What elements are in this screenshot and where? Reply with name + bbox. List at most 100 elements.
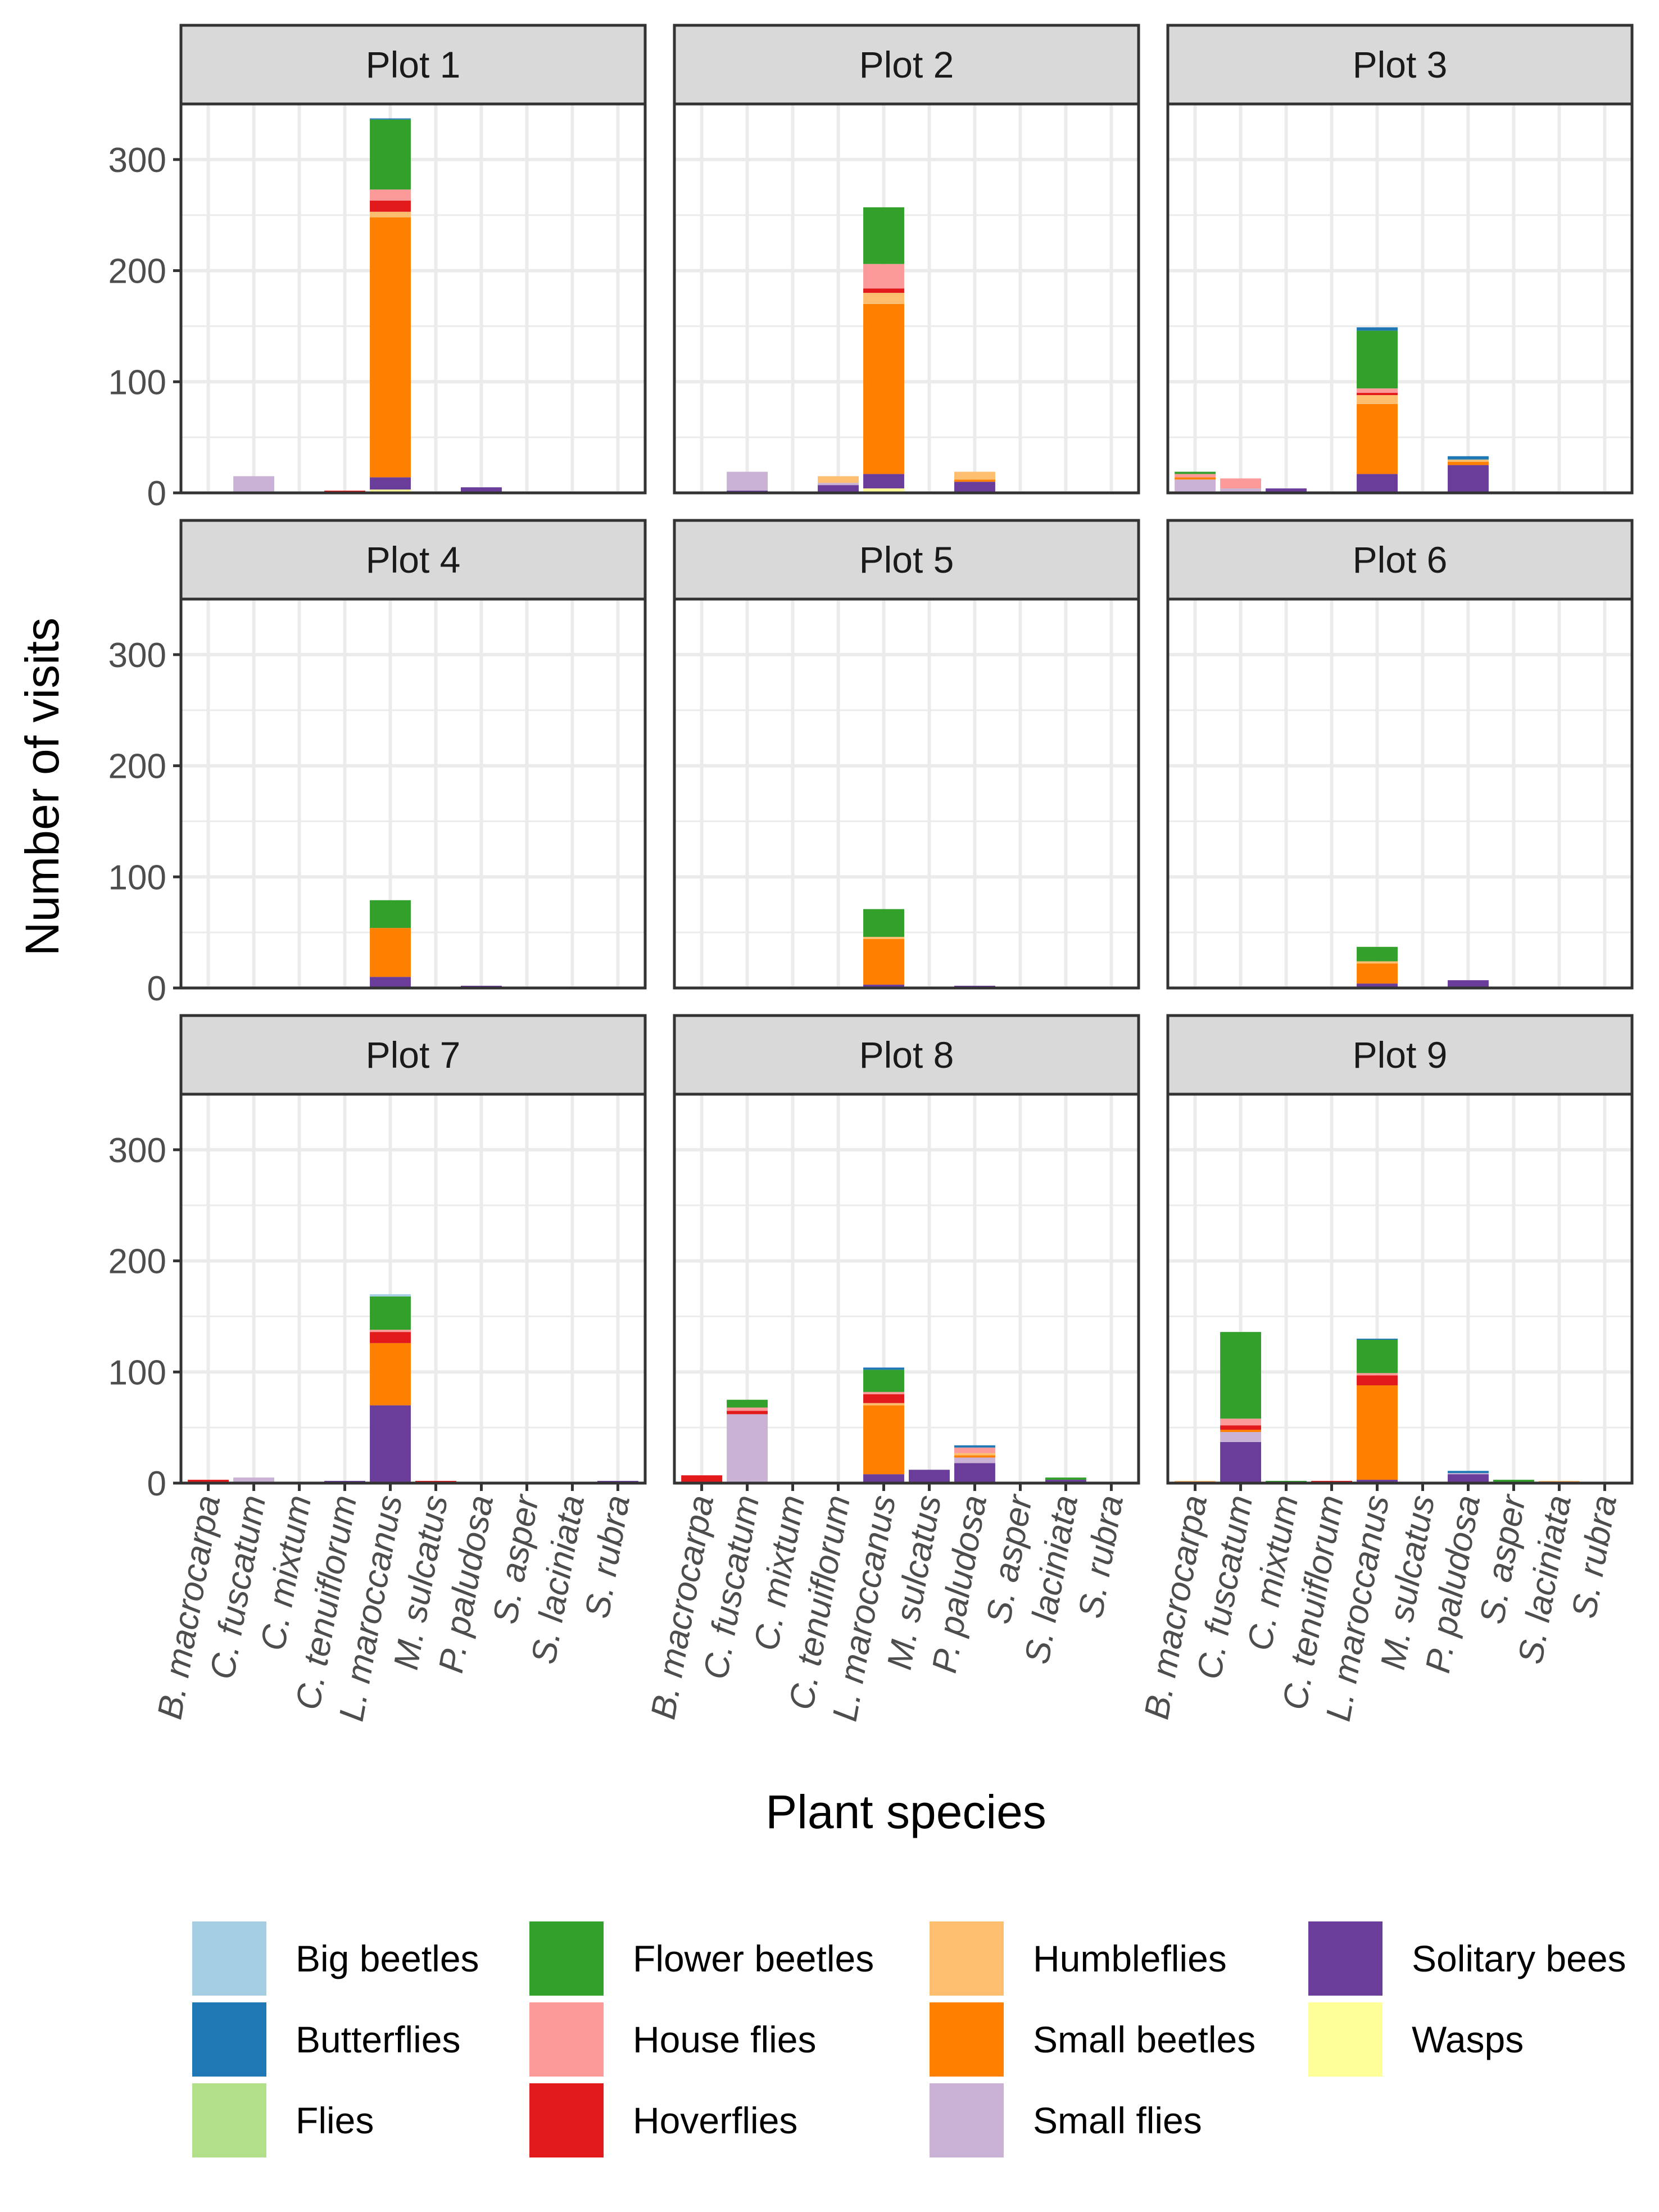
bar-segment — [1175, 479, 1216, 493]
legend-label: Solitary bees — [1412, 1938, 1626, 1979]
y-tick-label: 100 — [108, 1353, 166, 1392]
bar-segment — [1357, 946, 1398, 962]
y-tick-label: 200 — [108, 1243, 166, 1281]
legend-swatch — [930, 2083, 1004, 2157]
bar-segment — [1175, 474, 1216, 478]
bar-segment — [1045, 1477, 1086, 1480]
bar-segment — [1448, 456, 1489, 460]
y-tick-label: 300 — [108, 1131, 166, 1170]
legend-label: Big beetles — [296, 1938, 479, 1979]
facet-strip — [673, 24, 1140, 106]
plot-background — [1168, 599, 1632, 988]
bar-segment — [1220, 488, 1262, 493]
bar-segment — [818, 476, 859, 483]
bar-segment — [954, 1457, 995, 1463]
bar-segment — [1357, 961, 1398, 964]
bar-segment — [370, 118, 411, 120]
bar-segment — [863, 1403, 904, 1406]
facet-strip-label: Plot 5 — [859, 539, 954, 581]
bar-segment — [818, 483, 859, 486]
bar-segment — [863, 1367, 904, 1370]
legend-swatch — [529, 2002, 604, 2077]
legend-swatch — [930, 2002, 1004, 2077]
bar-segment — [1357, 1338, 1398, 1340]
facet-strip — [1166, 519, 1634, 601]
legend-label: Humbleflies — [1033, 1938, 1227, 1979]
bar-segment — [233, 1477, 275, 1483]
plot-background — [674, 104, 1139, 493]
bar-segment — [1357, 963, 1398, 984]
plot-background — [181, 1094, 645, 1483]
x-axis-title: Plant species — [765, 1785, 1046, 1838]
facet-panel: Plot 4 0 100 200 300 — [108, 519, 647, 1008]
bar-segment — [863, 264, 904, 289]
bar-segment — [370, 189, 411, 201]
plot-background — [181, 599, 645, 988]
bar-segment — [370, 1330, 411, 1332]
legend-item: Flies — [192, 2083, 374, 2157]
bar-segment — [1357, 1480, 1398, 1483]
bar-segment — [1357, 1375, 1398, 1386]
bar-segment — [1175, 472, 1216, 474]
facet-strip-label: Plot 6 — [1353, 539, 1448, 581]
y-tick-label: 0 — [147, 1465, 166, 1503]
bar-segment — [954, 1445, 995, 1448]
facet-strip — [179, 1014, 647, 1096]
legend-label: Butterflies — [296, 2019, 460, 2060]
panel-border — [1166, 1093, 1634, 1485]
legend-swatch — [192, 1921, 266, 1996]
facet-strip-label: Plot 1 — [366, 44, 461, 85]
bar-segment — [1220, 478, 1262, 489]
facet-panel: Plot 1 0 100 200 300 — [108, 24, 647, 513]
bar-segment — [1357, 474, 1398, 493]
y-tick-label: 200 — [108, 252, 166, 291]
bar-segment — [1357, 1339, 1398, 1374]
bar-segment — [863, 474, 904, 489]
facet-strip-label: Plot 8 — [859, 1034, 954, 1076]
bar-segment — [1357, 404, 1398, 474]
bar-segment — [1357, 1385, 1398, 1480]
bar-segment — [1220, 1442, 1262, 1483]
panel-border — [1166, 597, 1634, 990]
panel-border — [179, 597, 647, 990]
panel-border — [179, 1093, 647, 1485]
legend-item: Humbleflies — [930, 1921, 1227, 1996]
legend-label: Wasps — [1412, 2019, 1524, 2060]
bar-segment — [863, 1474, 904, 1483]
bar-segment — [1357, 330, 1398, 389]
bar-segment — [863, 985, 904, 988]
bar-segment — [909, 1470, 950, 1483]
bar-segment — [954, 1447, 995, 1453]
legend-item: Solitary bees — [1308, 1921, 1626, 1996]
legend: Big beetles Butterflies Flies Flower beetle… — [192, 1921, 1626, 2157]
bar-segment — [324, 491, 365, 492]
facet-strip-label: Plot 4 — [366, 539, 461, 581]
legend-swatch — [529, 1921, 604, 1996]
y-tick-label: 300 — [108, 141, 166, 180]
bar-segment — [863, 1394, 904, 1403]
bar-segment — [1448, 1473, 1489, 1475]
legend-item: Butterflies — [192, 2002, 460, 2077]
bar-segment — [863, 909, 904, 937]
facet-panel: Plot 2 — [673, 24, 1140, 495]
bar-segment — [1220, 1332, 1262, 1419]
bar-segment — [370, 489, 411, 493]
bar-segment — [727, 1399, 768, 1408]
facet-strip-label: Plot 3 — [1353, 44, 1448, 85]
facet-strip — [179, 519, 647, 601]
bar-segment — [954, 479, 995, 482]
bar-segment — [370, 900, 411, 928]
bar-segment — [370, 211, 411, 217]
bar-segment — [1220, 1425, 1262, 1430]
bar-segment — [370, 1343, 411, 1406]
legend-item: Flower beetles — [529, 1921, 874, 1996]
plot-background — [1168, 104, 1632, 493]
legend-label: Hoverflies — [633, 2100, 797, 2141]
y-tick-label: 100 — [108, 363, 166, 402]
bar-segment — [954, 1453, 995, 1456]
bar-segment — [954, 1463, 995, 1483]
y-tick-label: 200 — [108, 747, 166, 786]
bar-segment — [370, 201, 411, 212]
